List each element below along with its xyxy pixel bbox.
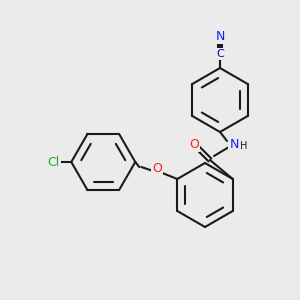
Text: O: O [189, 137, 199, 151]
Text: C: C [216, 49, 224, 59]
Text: Cl: Cl [47, 155, 59, 169]
Text: N: N [229, 137, 239, 151]
Text: H: H [240, 141, 248, 151]
Text: N: N [215, 29, 225, 43]
Text: O: O [152, 163, 162, 176]
